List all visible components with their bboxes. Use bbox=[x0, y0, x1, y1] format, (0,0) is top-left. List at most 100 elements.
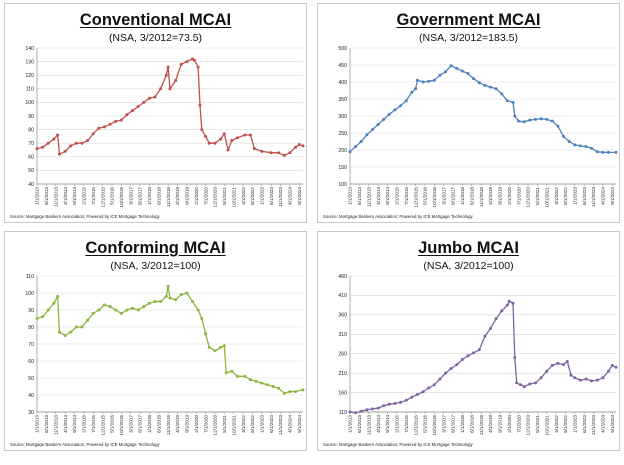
data-point bbox=[414, 87, 418, 91]
x-tick-label: 9/1/2024 bbox=[610, 415, 615, 433]
data-point bbox=[601, 150, 605, 154]
data-point bbox=[230, 139, 234, 142]
data-point bbox=[483, 83, 487, 87]
data-point bbox=[387, 112, 391, 116]
data-point bbox=[489, 327, 492, 330]
data-point bbox=[614, 150, 618, 154]
x-tick-label: 6/1/2023 bbox=[582, 187, 587, 205]
data-point bbox=[565, 360, 569, 363]
y-tick-label: 310 bbox=[338, 332, 347, 338]
x-tick-label: 3/1/2022 bbox=[554, 415, 559, 433]
jumbo-chart-svg: 110 160 210 260 310 360 410 460 1/1/2013 6/1/2013… bbox=[338, 274, 618, 436]
data-point bbox=[393, 402, 397, 405]
x-tick-label: 4/1/2024 bbox=[601, 187, 606, 205]
x-tick-label: 3/1/2017 bbox=[128, 415, 133, 433]
y-tick-label: 40 bbox=[28, 393, 34, 399]
data-point bbox=[607, 150, 610, 154]
data-point bbox=[58, 330, 61, 334]
x-tick-label: 10/1/2016 bbox=[432, 415, 437, 436]
data-point bbox=[477, 348, 481, 352]
x-tick-label: 6/1/2018 bbox=[469, 187, 474, 205]
government-chart-svg: 100 150 200 250 300 350 400 450 500 1/1/2013 6/1/2… bbox=[338, 46, 618, 208]
data-point bbox=[539, 376, 543, 380]
x-tick-label: 10/1/2021 bbox=[231, 187, 236, 208]
x-tick-label: 11/1/2013 bbox=[53, 415, 58, 436]
data-point bbox=[359, 140, 363, 143]
data-point bbox=[179, 62, 183, 66]
x-tick-label: 5/1/2021 bbox=[535, 415, 540, 433]
data-point bbox=[282, 391, 286, 395]
x-tick-label: 4/1/2024 bbox=[288, 415, 293, 433]
data-point bbox=[282, 153, 286, 157]
data-point bbox=[204, 332, 208, 336]
data-point bbox=[569, 373, 573, 377]
y-tick-label: 140 bbox=[25, 46, 34, 52]
data-point bbox=[500, 309, 504, 313]
x-tick-label: 7/1/2015 bbox=[91, 415, 96, 433]
x-tick-label: 5/1/2016 bbox=[110, 415, 115, 433]
data-point bbox=[166, 65, 170, 69]
data-point bbox=[185, 60, 189, 64]
x-tick-label: 12/1/2015 bbox=[413, 187, 418, 208]
data-point bbox=[164, 73, 168, 77]
x-tick-label: 2/1/2015 bbox=[395, 415, 400, 433]
x-tick-label: 12/1/2015 bbox=[413, 415, 418, 436]
y-tick-label: 70 bbox=[28, 342, 34, 348]
x-tick-label: 8/1/2022 bbox=[563, 187, 568, 205]
data-point bbox=[534, 117, 537, 121]
data-point bbox=[460, 69, 464, 73]
data-point bbox=[365, 133, 369, 137]
data-point bbox=[472, 77, 476, 81]
x-tick-label: 12/1/2015 bbox=[100, 415, 105, 436]
data-point bbox=[174, 79, 178, 83]
data-point bbox=[108, 305, 112, 309]
y-tick-label: 250 bbox=[338, 131, 347, 137]
x-tick-label: 8/1/2017 bbox=[138, 187, 143, 205]
x-tick-label: 1/1/2023 bbox=[259, 415, 264, 433]
data-point bbox=[58, 152, 61, 156]
data-point bbox=[114, 119, 118, 123]
x-tick-label: 11/1/2018 bbox=[479, 187, 484, 208]
x-tick-label: 3/1/2022 bbox=[241, 415, 246, 433]
data-point bbox=[444, 70, 447, 74]
data-point bbox=[472, 351, 476, 355]
data-point bbox=[545, 117, 549, 121]
data-point bbox=[125, 113, 129, 117]
data-point bbox=[513, 114, 517, 118]
data-point bbox=[192, 58, 196, 62]
data-point bbox=[466, 72, 470, 75]
government-chart-panel: Government MCAI (NSA, 3/2012=183.5) 100 1… bbox=[317, 3, 620, 223]
x-tick-label: 1/1/2018 bbox=[147, 415, 152, 433]
data-point bbox=[359, 409, 363, 413]
data-point bbox=[449, 367, 453, 370]
y-tick-label: 500 bbox=[338, 46, 347, 52]
x-tick-label: 7/1/2020 bbox=[203, 187, 208, 205]
x-tick-label: 10/1/2016 bbox=[432, 187, 437, 208]
data-point bbox=[213, 349, 217, 353]
x-tick-label: 10/1/2016 bbox=[119, 187, 124, 208]
data-point bbox=[131, 109, 134, 113]
data-point bbox=[142, 100, 146, 104]
data-point bbox=[513, 356, 517, 360]
y-tick-label: 80 bbox=[28, 127, 34, 133]
data-point bbox=[545, 369, 549, 373]
x-tick-label: 2/1/2020 bbox=[507, 187, 512, 205]
data-point bbox=[410, 90, 414, 94]
data-point bbox=[371, 128, 374, 132]
y-tick-label: 70 bbox=[28, 141, 34, 147]
data-point bbox=[174, 298, 178, 302]
data-point bbox=[56, 294, 60, 298]
data-point bbox=[102, 125, 106, 129]
data-point bbox=[235, 136, 239, 140]
data-point bbox=[399, 104, 403, 108]
x-tick-label: 1/1/2013 bbox=[35, 415, 40, 433]
data-point bbox=[494, 87, 498, 91]
conventional-chart-panel: Conventional MCAI (NSA, 3/2012=73.5) 40 5… bbox=[4, 3, 307, 223]
source-note: Source: Mortgage Bankers Association; Po… bbox=[323, 214, 473, 219]
data-point bbox=[69, 330, 73, 334]
data-point bbox=[539, 117, 543, 121]
data-point bbox=[86, 318, 90, 322]
y-tick-label: 100 bbox=[25, 291, 34, 297]
data-point bbox=[432, 383, 436, 387]
data-point bbox=[74, 325, 78, 329]
